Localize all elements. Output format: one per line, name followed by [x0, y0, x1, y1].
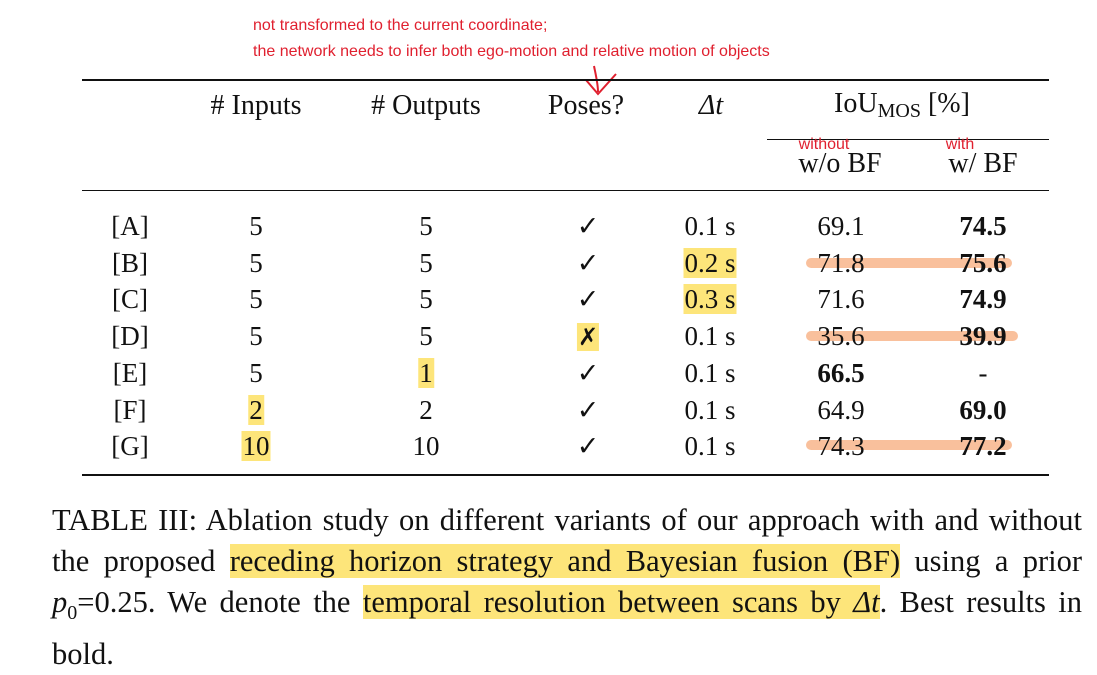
row-b-poses: ✓ — [576, 248, 600, 278]
annotation-without: without — [798, 136, 850, 153]
row-b-inputs: 5 — [249, 248, 263, 278]
row-a-w-bf: 74.5 — [959, 211, 1007, 241]
header-wo-bf: w/o BF — [798, 148, 882, 179]
row-c-poses: ✓ — [576, 284, 600, 314]
annotation-note-line1: not transformed to the current coordinat… — [253, 17, 548, 34]
row-d-inputs: 5 — [249, 321, 263, 351]
row-g-poses: ✓ — [576, 431, 600, 461]
header-iou-sub: MOS — [877, 100, 921, 122]
row-g-inputs: 10 — [241, 431, 271, 461]
table-top-rule — [82, 79, 1049, 81]
row-d-w-bf: 39.9 — [959, 321, 1007, 351]
row-a-wo-bf: 69.1 — [817, 211, 865, 241]
row-c-id: [C] — [112, 284, 148, 314]
row-d-outputs: 5 — [419, 321, 433, 351]
strike-mark-row-d — [806, 331, 1018, 341]
row-b-dt-cell: 0.2 s — [683, 248, 737, 278]
row-e-inputs: 5 — [249, 358, 263, 388]
row-g-id: [G] — [111, 431, 149, 461]
caption-dt-var: Δt — [853, 585, 880, 619]
header-poses: Poses? — [547, 90, 625, 121]
row-b-w-bf: 75.6 — [959, 248, 1007, 278]
row-a-inputs: 5 — [249, 211, 263, 241]
caption-temporal-text: temporal resolution between scans by — [362, 585, 854, 619]
caption-part1: TABLE III: Ablation study on different v… — [52, 503, 1082, 578]
row-d-poses-cell: ✗ — [576, 321, 600, 352]
header-outputs: # Outputs — [371, 90, 481, 121]
caption-part2: using a prior — [900, 544, 1083, 578]
row-b-id: [B] — [112, 248, 148, 278]
annotation-note-line2: the network needs to infer both ego-moti… — [253, 43, 770, 60]
row-a-outputs: 5 — [419, 211, 433, 241]
row-e-poses: ✓ — [576, 358, 600, 388]
caption-highlight-strategy: receding horizon strategy and Bayesian f… — [229, 544, 901, 578]
row-e-id: [E] — [112, 358, 148, 388]
row-g-wo-bf: 74.3 — [817, 431, 865, 461]
caption-highlight-temporal: temporal resolution between scans by Δt — [362, 585, 880, 619]
row-e-outputs: 1 — [418, 358, 434, 388]
row-b-outputs: 5 — [419, 248, 433, 278]
strike-mark-row-g — [806, 440, 1012, 450]
caption-part3: . Best results in bold. — [52, 585, 1082, 672]
row-e-outputs-cell: 1 — [418, 358, 434, 388]
row-a-dt: 0.1 s — [684, 211, 736, 241]
row-f-inputs: 2 — [248, 395, 264, 425]
row-g-outputs: 10 — [412, 431, 440, 461]
caption-prior-val: =0.25. We denote the — [77, 585, 363, 619]
row-f-w-bf: 69.0 — [959, 395, 1007, 425]
header-iou-unit: [%] — [927, 88, 970, 119]
row-b-wo-bf: 71.8 — [817, 248, 865, 278]
table-caption: TABLE III: Ablation study on different v… — [52, 500, 1082, 675]
row-d-id: [D] — [111, 321, 149, 351]
row-c-wo-bf: 71.6 — [817, 284, 865, 314]
row-d-wo-bf: 35.6 — [817, 321, 865, 351]
row-c-dt-cell: 0.3 s — [683, 284, 737, 314]
row-d-poses: ✗ — [576, 323, 600, 351]
row-f-id: [F] — [113, 395, 147, 425]
row-a-poses: ✓ — [576, 211, 600, 241]
row-c-outputs: 5 — [419, 284, 433, 314]
header-iou-main: IoU — [834, 88, 878, 119]
row-f-inputs-cell: 2 — [248, 395, 264, 425]
header-inputs: # Inputs — [210, 90, 302, 121]
row-g-dt: 0.1 s — [684, 431, 736, 461]
header-w-bf: w/ BF — [948, 148, 1018, 179]
row-f-poses: ✓ — [576, 395, 600, 425]
header-dt: Δt — [698, 90, 724, 121]
row-g-w-bf: 77.2 — [959, 431, 1007, 461]
row-g-inputs-cell: 10 — [241, 431, 271, 461]
row-f-outputs: 2 — [419, 395, 433, 425]
iou-sub-rule — [767, 139, 1049, 140]
row-c-inputs: 5 — [249, 284, 263, 314]
row-e-dt: 0.1 s — [684, 358, 736, 388]
annotation-with: with — [945, 136, 975, 153]
row-c-dt: 0.3 s — [683, 284, 737, 314]
row-f-dt: 0.1 s — [684, 395, 736, 425]
row-e-wo-bf: 66.5 — [817, 358, 865, 388]
row-c-w-bf: 74.9 — [959, 284, 1007, 314]
caption-prior-sub: 0 — [67, 602, 78, 625]
strike-mark-row-b — [806, 258, 1012, 268]
table-bottom-rule — [82, 474, 1049, 476]
header-iou: IoUMOS [%] — [834, 88, 970, 123]
row-b-dt: 0.2 s — [683, 248, 737, 278]
row-e-w-bf: - — [978, 358, 988, 388]
row-a-id: [A] — [111, 211, 149, 241]
row-d-dt: 0.1 s — [684, 321, 736, 351]
caption-prior-var: p — [52, 585, 68, 619]
table-mid-rule — [82, 190, 1049, 191]
row-f-wo-bf: 64.9 — [817, 395, 865, 425]
